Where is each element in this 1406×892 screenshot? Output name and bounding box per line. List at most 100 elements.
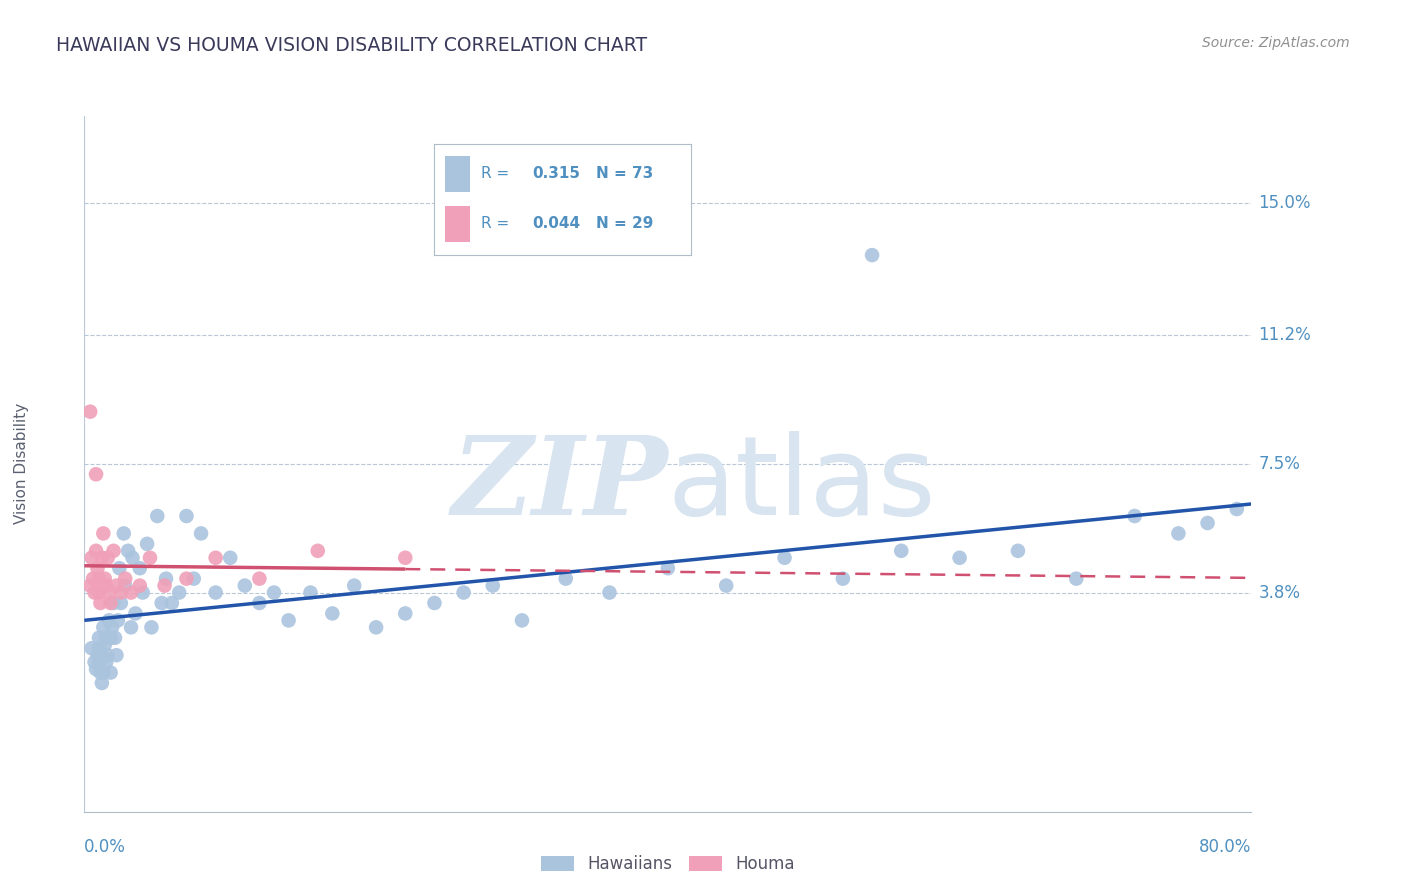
- Point: [87, 585, 110, 599]
- Point: [307, 543, 329, 558]
- Point: [96, 655, 118, 669]
- Point: [94, 572, 117, 586]
- Point: [146, 508, 169, 523]
- Point: [108, 561, 131, 575]
- Point: [98, 614, 121, 628]
- Point: [79, 578, 101, 592]
- Text: R =: R =: [481, 166, 509, 181]
- Point: [80, 641, 103, 656]
- Point: [321, 607, 343, 621]
- Point: [160, 596, 183, 610]
- Point: [110, 585, 132, 599]
- Point: [91, 665, 114, 680]
- Point: [114, 578, 136, 592]
- Point: [481, 578, 505, 592]
- Point: [89, 596, 111, 610]
- Point: [82, 572, 104, 586]
- Point: [153, 578, 176, 592]
- Text: Source: ZipAtlas.com: Source: ZipAtlas.com: [1202, 36, 1350, 50]
- Point: [150, 596, 173, 610]
- Point: [1226, 502, 1249, 516]
- Point: [100, 596, 122, 610]
- Point: [247, 572, 270, 586]
- Point: [114, 572, 136, 586]
- Point: [299, 585, 322, 599]
- Point: [90, 676, 112, 690]
- Point: [155, 572, 177, 586]
- Point: [96, 578, 118, 592]
- Text: 15.0%: 15.0%: [1258, 194, 1310, 212]
- Text: R =: R =: [481, 217, 509, 231]
- Point: [84, 543, 107, 558]
- Point: [112, 526, 135, 541]
- Point: [136, 537, 159, 551]
- Point: [80, 550, 103, 565]
- Point: [90, 648, 112, 662]
- Text: 80.0%: 80.0%: [1199, 838, 1251, 856]
- Point: [83, 655, 105, 669]
- Point: [860, 248, 883, 262]
- Text: N = 29: N = 29: [596, 217, 654, 231]
- Text: atlas: atlas: [668, 431, 936, 538]
- Point: [832, 572, 855, 586]
- Point: [83, 585, 105, 599]
- Point: [120, 620, 142, 634]
- Point: [132, 585, 155, 599]
- Point: [103, 543, 125, 558]
- Point: [110, 596, 132, 610]
- Point: [714, 578, 737, 592]
- Point: [128, 561, 150, 575]
- Point: [117, 543, 139, 558]
- Point: [90, 550, 112, 565]
- Point: [96, 631, 118, 645]
- Point: [554, 572, 576, 586]
- Point: [1007, 543, 1029, 558]
- Point: [84, 662, 107, 676]
- Point: [167, 585, 190, 599]
- Point: [89, 665, 111, 680]
- Point: [87, 641, 110, 656]
- Point: [176, 572, 198, 586]
- Point: [121, 550, 143, 565]
- Point: [139, 550, 162, 565]
- Point: [204, 585, 226, 599]
- Point: [105, 578, 128, 592]
- Point: [97, 648, 120, 662]
- Text: 11.2%: 11.2%: [1258, 326, 1312, 344]
- Point: [423, 596, 446, 610]
- Point: [890, 543, 912, 558]
- Point: [366, 620, 388, 634]
- Point: [79, 405, 101, 419]
- Point: [91, 526, 114, 541]
- Point: [176, 508, 198, 523]
- Text: 3.8%: 3.8%: [1258, 583, 1301, 601]
- Point: [120, 585, 142, 599]
- Point: [219, 550, 242, 565]
- Point: [86, 648, 108, 662]
- Text: Vision Disability: Vision Disability: [14, 403, 28, 524]
- Point: [103, 596, 125, 610]
- Text: 0.0%: 0.0%: [84, 838, 127, 856]
- Point: [87, 655, 110, 669]
- Point: [87, 631, 110, 645]
- Point: [1066, 572, 1088, 586]
- Point: [510, 614, 533, 628]
- Point: [94, 638, 117, 652]
- Point: [91, 620, 114, 634]
- FancyBboxPatch shape: [444, 206, 471, 242]
- Point: [204, 550, 226, 565]
- Point: [773, 550, 796, 565]
- Point: [233, 578, 256, 592]
- Point: [100, 665, 122, 680]
- Point: [105, 648, 128, 662]
- Text: 7.5%: 7.5%: [1258, 455, 1301, 473]
- Point: [128, 578, 150, 592]
- Point: [86, 561, 108, 575]
- Text: 0.044: 0.044: [531, 217, 581, 231]
- Point: [948, 550, 970, 565]
- Text: 0.315: 0.315: [531, 166, 581, 181]
- Point: [183, 572, 205, 586]
- Point: [394, 607, 416, 621]
- FancyBboxPatch shape: [444, 156, 471, 192]
- Point: [97, 550, 120, 565]
